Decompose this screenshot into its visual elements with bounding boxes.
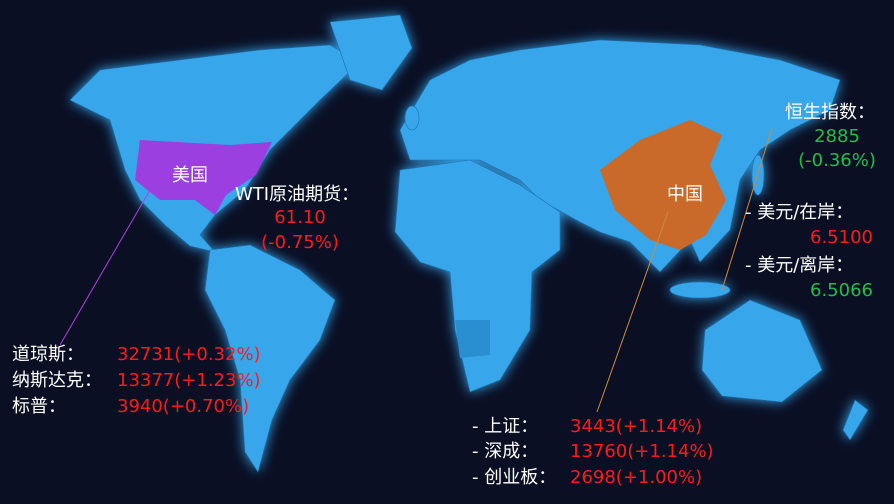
africa	[394, 159, 561, 393]
index-name: 标普：	[12, 396, 66, 417]
angola	[455, 320, 490, 358]
continents	[69, 14, 869, 473]
australia	[701, 299, 823, 403]
hsi-change: (-0.36%)	[798, 150, 876, 171]
greenland	[329, 14, 413, 91]
index-name: 纳斯达克：	[12, 370, 102, 391]
china	[600, 120, 726, 250]
fx-label: - 美元/在岸：	[745, 202, 853, 223]
hsi-price: 2885	[814, 126, 860, 147]
wti-price: 61.10	[274, 207, 326, 228]
south-america	[204, 244, 336, 473]
indonesia	[669, 281, 731, 299]
uk	[404, 105, 420, 131]
hk-leader-line	[721, 127, 773, 291]
index-value: 3443(+1.14%)	[570, 416, 702, 437]
fx-label: - 美元/离岸：	[745, 255, 853, 276]
us-leader-line	[59, 189, 151, 346]
index-value: 3940(+0.70%)	[117, 396, 249, 417]
index-name: 道琼斯：	[12, 344, 84, 365]
new-zealand	[842, 399, 869, 441]
hsi-label: 恒生指数：	[785, 102, 875, 123]
region-label: 美国	[172, 165, 208, 186]
index-value: 13760(+1.14%)	[570, 441, 714, 462]
region-label: 中国	[667, 184, 703, 205]
index-value: 2698(+1.00%)	[570, 467, 702, 488]
fx-value: 6.5100	[810, 227, 873, 248]
fx-value: 6.5066	[810, 280, 873, 301]
wti-change: (-0.75%)	[261, 232, 339, 253]
index-name: - 上证：	[472, 416, 538, 437]
index-value: 32731(+0.32%)	[117, 344, 261, 365]
index-name: - 深成：	[472, 441, 538, 462]
index-value: 13377(+1.23%)	[117, 370, 261, 391]
index-name: - 创业板：	[472, 467, 556, 488]
cn-leader-line	[596, 211, 669, 413]
usa	[135, 140, 272, 215]
wti-label: WTI原油期货：	[235, 184, 359, 205]
